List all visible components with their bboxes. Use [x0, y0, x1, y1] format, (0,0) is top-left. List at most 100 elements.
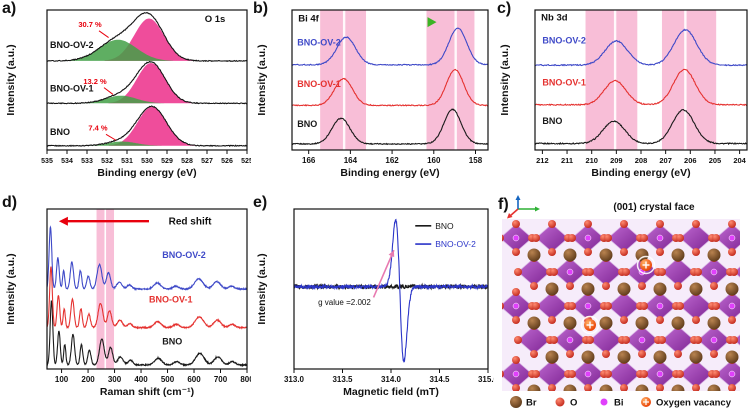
bismuth-atom — [728, 302, 736, 310]
panel-label-f: f) — [498, 196, 509, 213]
bromine-atom — [707, 384, 721, 391]
bromine-atom — [617, 350, 631, 364]
series-label-BNO-OV-1: BNO-OV-1 — [149, 295, 193, 305]
oxygen-atom — [502, 302, 504, 310]
tick-label: 532 — [101, 158, 113, 165]
tick-label: 534 — [61, 158, 73, 165]
axes-gizmo-icon — [507, 195, 540, 219]
series-label-BNO-OV-1: BNO-OV-1 — [50, 83, 94, 93]
oxygen-atom — [744, 370, 752, 378]
bismuth-atom — [728, 370, 736, 378]
oxygen-atom — [566, 350, 574, 358]
bismuth-atom — [512, 370, 520, 378]
annotation: g value =2.002 — [318, 298, 371, 307]
bromine-atom — [671, 316, 685, 330]
annotation: 7.4 % — [88, 123, 108, 132]
tick-label: 166 — [302, 156, 316, 165]
bismuth-atom — [656, 234, 664, 242]
bromine-atom — [707, 248, 721, 262]
oxygen-atom — [532, 302, 540, 310]
tick-label: 210 — [585, 156, 598, 165]
oxygen-atom — [656, 248, 664, 256]
oxygen-atom — [514, 268, 522, 276]
tick-label: 530 — [141, 158, 153, 165]
tick-label: 528 — [181, 158, 193, 165]
bromine-atom — [635, 384, 649, 391]
tick-label: 526 — [221, 158, 233, 165]
oxygen-atom — [674, 350, 682, 358]
tick-label: 400 — [134, 375, 148, 384]
y-axis-label: Intensity (a.u.) — [5, 253, 17, 324]
tick-label: 525 — [241, 158, 251, 165]
bromine-atom — [671, 248, 685, 262]
chart-title: Bi 4f — [298, 13, 319, 24]
tick-label: 700 — [214, 375, 228, 384]
chart-title: O 1s — [205, 14, 226, 25]
bromine-atom — [545, 350, 559, 364]
bromine-atom — [617, 282, 631, 296]
series-curve-BNO-OV-1 — [46, 266, 248, 330]
epr-spectra-chart: 313.0 313.5 314.0 314.5 315.0 Magnetic field … — [256, 208, 494, 398]
bromine-atom — [635, 316, 649, 330]
legend-label-Bi: Bi — [614, 398, 624, 409]
legend-label-BNO: BNO — [435, 221, 454, 231]
oxygen-atom — [604, 370, 612, 378]
oxygen-atom — [692, 316, 700, 324]
legend-label-O: O — [570, 398, 577, 409]
oxygen-atom — [712, 302, 720, 310]
bromine-atom — [581, 282, 595, 296]
oxygen-atom — [640, 302, 648, 310]
oxygen-atom — [730, 336, 738, 344]
bromine-atom — [563, 316, 577, 330]
oxygen-atom — [658, 336, 666, 344]
bismuth-atom — [638, 336, 646, 344]
g-value-arrow — [372, 249, 395, 298]
oxygen-atom — [728, 220, 736, 228]
oxygen-atom — [550, 336, 558, 344]
x-axis-label: Binding energy (eV) — [340, 167, 439, 179]
bromine-atom — [725, 350, 739, 364]
legend-label-Br: Br — [526, 398, 537, 409]
structure-title: (001) crystal face — [613, 202, 695, 213]
series-label-BNO-OV-2: BNO-OV-2 — [50, 40, 94, 50]
plot-frame — [46, 208, 248, 370]
bromine-atom — [744, 249, 753, 262]
oxygen-atom — [568, 370, 576, 378]
oxygen-atom — [746, 254, 753, 262]
tick-label: 313.5 — [332, 375, 353, 384]
oxygen-atom — [744, 302, 752, 310]
oxygen-atom — [656, 316, 664, 324]
bromine-atom — [563, 384, 577, 391]
oxygen-atom — [604, 302, 612, 310]
o1s-xps-chart: BNO BNO-OV-1 BNO-OV-2 535 534 533 532 531 530 529… — [5, 9, 251, 179]
tick-label: 208 — [635, 156, 648, 165]
oxygen-atom — [746, 282, 753, 290]
legend-o-sphere — [555, 397, 565, 407]
tick-label: 211 — [561, 156, 573, 165]
series-curve-BNO-OV-2 — [293, 218, 489, 363]
raman-spectra-chart: BNO BNO-OV-1 BNO-OV-2 100 200 300 400 500 600 700… — [5, 208, 251, 398]
tick-label: 535 — [41, 158, 53, 165]
legend-label-Oxygen vacancy: Oxygen vacancy — [656, 398, 732, 409]
bromine-atom — [581, 350, 595, 364]
panel-label-c: c) — [497, 0, 512, 17]
bromine-atom — [545, 282, 559, 296]
series-curve-BNO-OV-2 — [291, 27, 489, 66]
series-curve-BNO — [534, 109, 748, 146]
oxygen-atom — [638, 350, 646, 358]
bromine-atom — [635, 248, 649, 262]
series-label-BNO: BNO — [162, 337, 182, 347]
bromine-atom — [599, 384, 613, 391]
oxygen-atom — [730, 268, 738, 276]
oxygen-atom — [568, 234, 576, 242]
tick-label: 600 — [187, 375, 201, 384]
tick-label: 314.5 — [429, 375, 450, 384]
series-curve-BNO — [293, 282, 489, 291]
series-curve-BNO-OV-1 — [46, 60, 248, 105]
red-shift-arrow-head — [58, 216, 68, 226]
oxygen-atom — [640, 370, 648, 378]
bromine-atom — [527, 384, 541, 391]
panel-label-e: e) — [253, 194, 268, 211]
series-curve-BNO-OV-1 — [534, 68, 748, 107]
tick-label: 313.0 — [284, 375, 305, 384]
